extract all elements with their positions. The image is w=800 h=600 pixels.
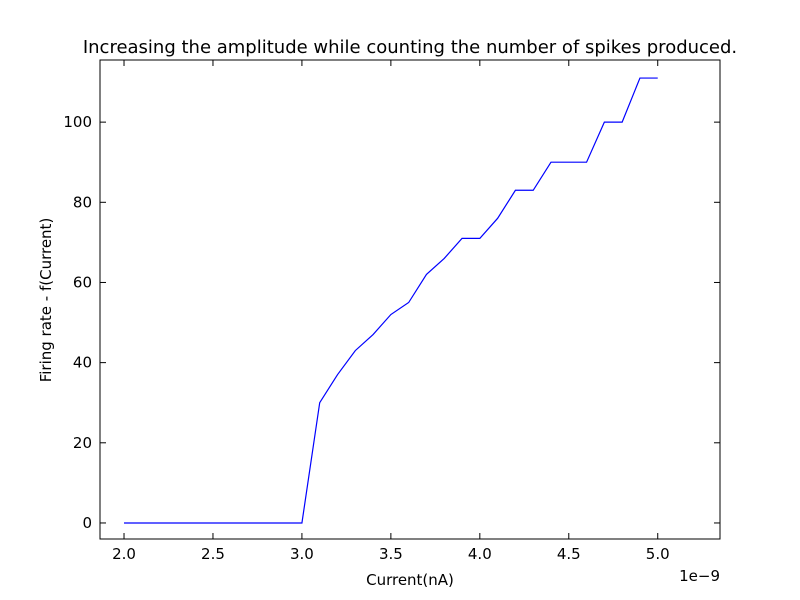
x-tick-label: 4.0 [468, 545, 492, 563]
y-tick-label: 40 [73, 354, 92, 372]
x-tick-label: 4.5 [557, 545, 581, 563]
x-tick-label: 5.0 [646, 545, 670, 563]
chart-title: Increasing the amplitude while counting … [83, 37, 737, 58]
x-tick-label: 3.5 [379, 545, 403, 563]
x-tick-label: 2.0 [112, 545, 136, 563]
y-tick-label: 60 [73, 273, 92, 291]
x-tick-label: 3.0 [290, 545, 314, 563]
plot-area [124, 77, 658, 524]
x-offset-label: 1e−9 [679, 567, 720, 585]
x-axis-label: Current(nA) [366, 571, 454, 589]
axis-ticks: 2.0 2.5 3.0 3.5 4.0 4.5 5.0 0 20 40 60 80 100 [63, 60, 720, 563]
x-tick-label: 2.5 [201, 545, 225, 563]
y-tick-label: 100 [63, 113, 92, 131]
y-tick-label: 80 [73, 193, 92, 211]
y-tick-label: 0 [82, 514, 92, 532]
y-axis-label: Firing rate - f(Current) [37, 218, 55, 383]
axes-frame [99, 59, 721, 540]
y-tick-label: 20 [73, 434, 92, 452]
